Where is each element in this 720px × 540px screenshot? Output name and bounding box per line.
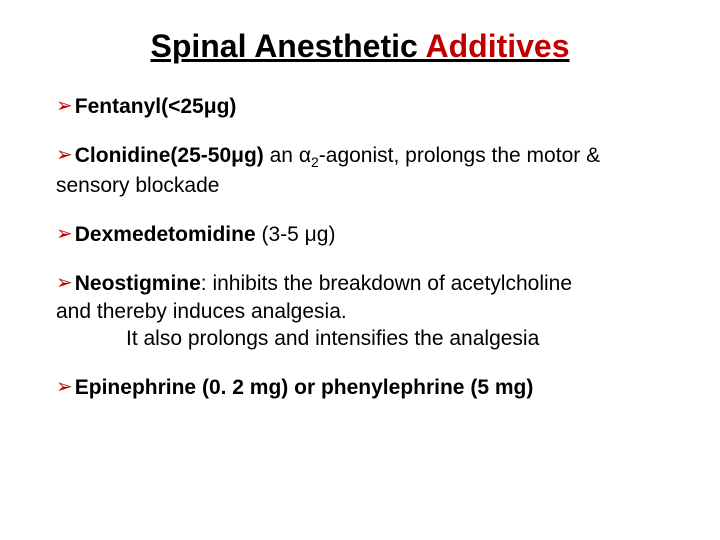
bullet-4-tail: : inhibits the breakdown of acetylcholin…	[201, 272, 572, 295]
chevron-right-icon: ➢	[56, 374, 73, 400]
bullet-5-bold: Epinephrine (0. 2 mg) or phenylephrine (…	[75, 376, 534, 399]
bullet-4-line3: It also prolongs and intensifies the ana…	[56, 325, 664, 352]
bullet-4: ➢ Neostigmine: inhibits the breakdown of…	[56, 270, 664, 352]
chevron-right-icon: ➢	[56, 142, 73, 168]
bullet-2: ➢ Clonidine(25-50μg) an α2-agonist, prol…	[56, 142, 664, 199]
chevron-right-icon: ➢	[56, 270, 73, 296]
bullet-1: ➢ Fentanyl(<25μg)	[56, 93, 664, 120]
title-highlight: Additives	[425, 28, 569, 64]
chevron-right-icon: ➢	[56, 221, 73, 247]
chevron-right-icon: ➢	[56, 93, 73, 119]
bullet-3: ➢ Dexmedetomidine (3-5 μg)	[56, 221, 664, 248]
bullet-3-bold: Dexmedetomidine	[75, 223, 256, 246]
bullet-4-line2: and thereby induces analgesia.	[56, 298, 664, 325]
slide-title: Spinal Anesthetic Additives	[56, 28, 664, 65]
bullet-3-tail: (3-5 μg)	[256, 223, 336, 246]
bullet-2-tail1: an α	[264, 144, 311, 167]
bullet-5: ➢ Epinephrine (0. 2 mg) or phenylephrine…	[56, 374, 664, 401]
bullet-4-bold: Neostigmine	[75, 272, 201, 295]
bullet-2-sub: 2	[311, 154, 319, 170]
slide: Spinal Anesthetic Additives ➢ Fentanyl(<…	[0, 0, 720, 540]
bullet-1-bold: Fentanyl(<25μg)	[75, 95, 237, 118]
bullet-2-bold: Clonidine(25-50μg)	[75, 144, 264, 167]
title-plain: Spinal Anesthetic	[150, 28, 425, 64]
bullet-2-line2: sensory blockade	[56, 172, 664, 199]
bullet-2-tail2: -agonist, prolongs the motor &	[319, 144, 600, 167]
